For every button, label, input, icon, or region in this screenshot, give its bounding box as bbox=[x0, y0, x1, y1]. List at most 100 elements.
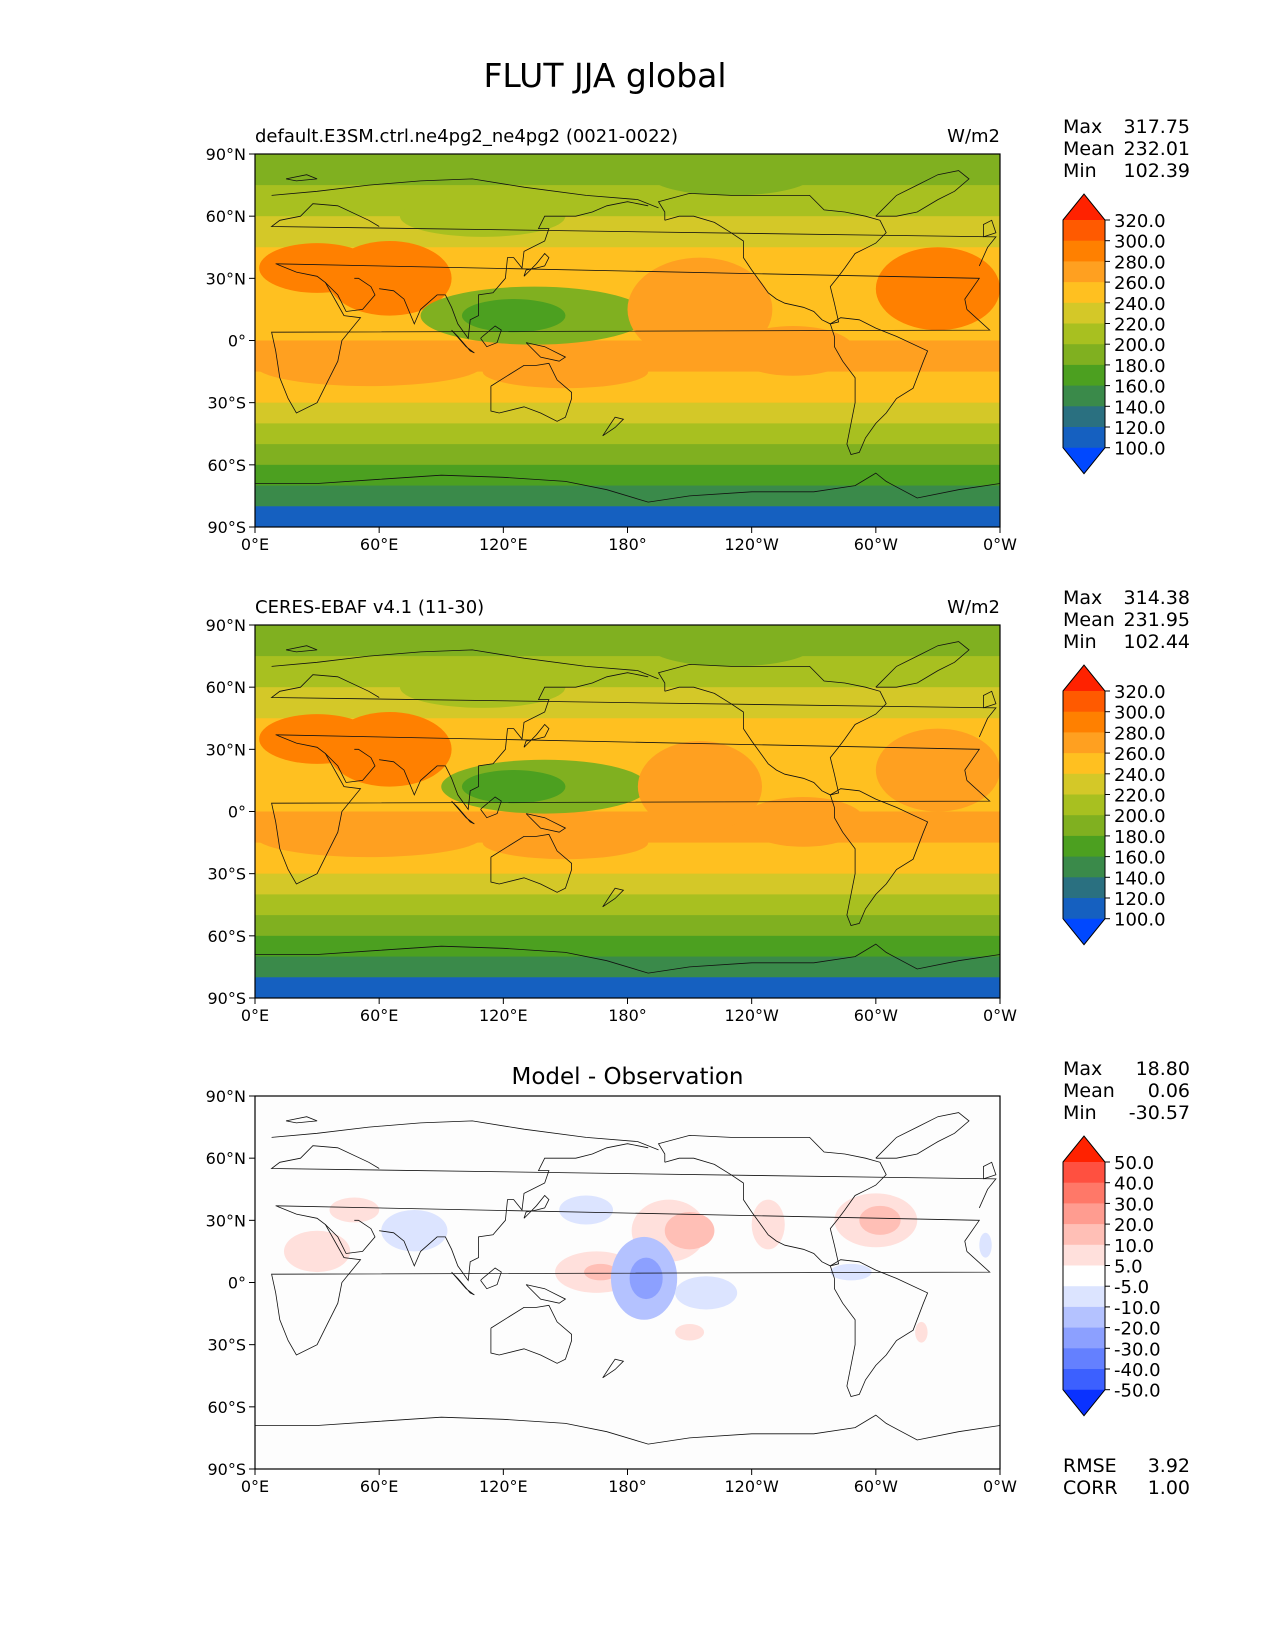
colorbar-label: 120.0 bbox=[1114, 889, 1166, 910]
coastline bbox=[480, 325, 502, 348]
colorbar-cell bbox=[1063, 220, 1105, 242]
contour-region bbox=[629, 1257, 663, 1300]
contour-band bbox=[255, 935, 1000, 958]
colorbar-label: 240.0 bbox=[1114, 765, 1166, 786]
colorbar-extend-max bbox=[1063, 1136, 1105, 1162]
contour-region bbox=[461, 770, 566, 804]
contour-band bbox=[255, 656, 1000, 688]
colorbar-cell bbox=[1063, 1265, 1105, 1287]
stat-value: 232.01 bbox=[1124, 138, 1190, 160]
coastline bbox=[379, 1143, 649, 1282]
contour-region bbox=[875, 247, 1000, 331]
colorbar-label: 40.0 bbox=[1114, 1174, 1154, 1195]
colorbar-cell bbox=[1063, 240, 1105, 262]
y-tick-label: 60°N bbox=[206, 678, 246, 697]
contour-region bbox=[584, 1263, 618, 1281]
coastline bbox=[270, 674, 997, 738]
stat-value: 102.39 bbox=[1124, 160, 1190, 182]
contour-region bbox=[627, 257, 773, 362]
contour-region bbox=[859, 1205, 901, 1235]
contour-band bbox=[255, 977, 1000, 998]
colorbar-label: 220.0 bbox=[1114, 315, 1166, 336]
coastline bbox=[271, 178, 659, 209]
colorbar-label: 120.0 bbox=[1114, 418, 1166, 439]
colorbar-label: 160.0 bbox=[1114, 377, 1166, 398]
colorbar-cell bbox=[1063, 261, 1105, 283]
coastlines bbox=[255, 641, 1000, 974]
colorbar-cell bbox=[1063, 406, 1105, 428]
coastline bbox=[657, 1134, 887, 1267]
coastline bbox=[657, 663, 887, 796]
contour-band bbox=[255, 444, 1000, 466]
colorbar-extend-max bbox=[1063, 665, 1105, 691]
contour-field bbox=[255, 1096, 1000, 1469]
colorbar-label: 200.0 bbox=[1114, 335, 1166, 356]
contour-region bbox=[461, 299, 566, 333]
coastline bbox=[271, 1205, 991, 1356]
colorbar-label: 300.0 bbox=[1114, 703, 1166, 724]
colorbar-label: 140.0 bbox=[1114, 868, 1166, 889]
colorbar-label: -20.0 bbox=[1114, 1319, 1161, 1340]
contour-region bbox=[259, 243, 376, 293]
contour-region bbox=[664, 1212, 715, 1250]
colorbar-label: 240.0 bbox=[1114, 294, 1166, 315]
x-tick-label: 120°W bbox=[724, 535, 779, 554]
x-tick-label: 60°E bbox=[360, 1006, 398, 1025]
colorbar-extend-min bbox=[1063, 447, 1105, 474]
colorbar-cell bbox=[1063, 898, 1105, 920]
colorbar-cell bbox=[1063, 753, 1105, 775]
colorbar-cell bbox=[1063, 1162, 1105, 1184]
colorbar-extend-min bbox=[1063, 918, 1105, 945]
map-panel-3: 0°E 60°E 120°E 180° 120°W 60°W 0°W 90°N 60°N 30°N… bbox=[206, 1058, 1190, 1499]
x-tick-label: 60°E bbox=[360, 535, 398, 554]
colorbar-cell bbox=[1063, 302, 1105, 324]
colorbar-cell bbox=[1063, 691, 1105, 713]
stat-value: 317.75 bbox=[1124, 116, 1190, 138]
coastline bbox=[523, 252, 550, 277]
contour-band bbox=[255, 423, 1000, 445]
coastline bbox=[523, 723, 550, 748]
coastline bbox=[525, 813, 567, 833]
colorbar-cell bbox=[1063, 835, 1105, 857]
contour-region bbox=[259, 714, 376, 764]
colorbar-cell bbox=[1063, 344, 1105, 366]
colorbar-cell bbox=[1063, 364, 1105, 386]
coastline bbox=[829, 1259, 929, 1397]
coastline bbox=[829, 788, 929, 926]
coastline bbox=[270, 203, 997, 267]
coastline bbox=[525, 342, 567, 362]
colorbar-cell bbox=[1063, 1182, 1105, 1204]
y-tick-label: 90°S bbox=[207, 989, 246, 1008]
stat-label: Min bbox=[1063, 160, 1097, 182]
y-tick-label: 60°S bbox=[207, 927, 246, 946]
coastline bbox=[451, 800, 475, 825]
colorbar: 320.0300.0280.0260.0240.0220.0200.0180.0… bbox=[1062, 664, 1166, 946]
y-tick-label: 60°S bbox=[207, 1398, 246, 1417]
contour-band bbox=[255, 464, 1000, 487]
colorbar-label: 260.0 bbox=[1114, 744, 1166, 765]
colorbar-cell bbox=[1063, 1203, 1105, 1225]
contour-region bbox=[637, 741, 763, 833]
stat-label: CORR bbox=[1063, 1477, 1118, 1499]
coastline bbox=[255, 1414, 1000, 1445]
contour-region bbox=[329, 1197, 380, 1223]
contour-region bbox=[648, 625, 814, 667]
y-tick-label: 90°S bbox=[207, 1460, 246, 1479]
coastline bbox=[829, 317, 929, 455]
stat-value: 18.80 bbox=[1136, 1058, 1190, 1080]
y-tick-label: 0° bbox=[228, 1274, 246, 1293]
coastline bbox=[325, 1219, 376, 1254]
coastline bbox=[983, 219, 997, 238]
y-tick-label: 30°S bbox=[207, 865, 246, 884]
y-tick-label: 60°N bbox=[206, 1149, 246, 1168]
stat-label: Mean bbox=[1063, 138, 1115, 160]
colorbar-cell bbox=[1063, 794, 1105, 816]
figure-title: FLUT JJA global bbox=[483, 56, 727, 95]
colorbar-cell bbox=[1063, 773, 1105, 795]
colorbar-label: 100.0 bbox=[1114, 910, 1166, 931]
contour-region bbox=[915, 1321, 928, 1343]
x-tick-label: 120°W bbox=[724, 1006, 779, 1025]
coastline bbox=[271, 1120, 659, 1151]
contour-region bbox=[741, 796, 866, 847]
colorbar-cell bbox=[1063, 427, 1105, 449]
